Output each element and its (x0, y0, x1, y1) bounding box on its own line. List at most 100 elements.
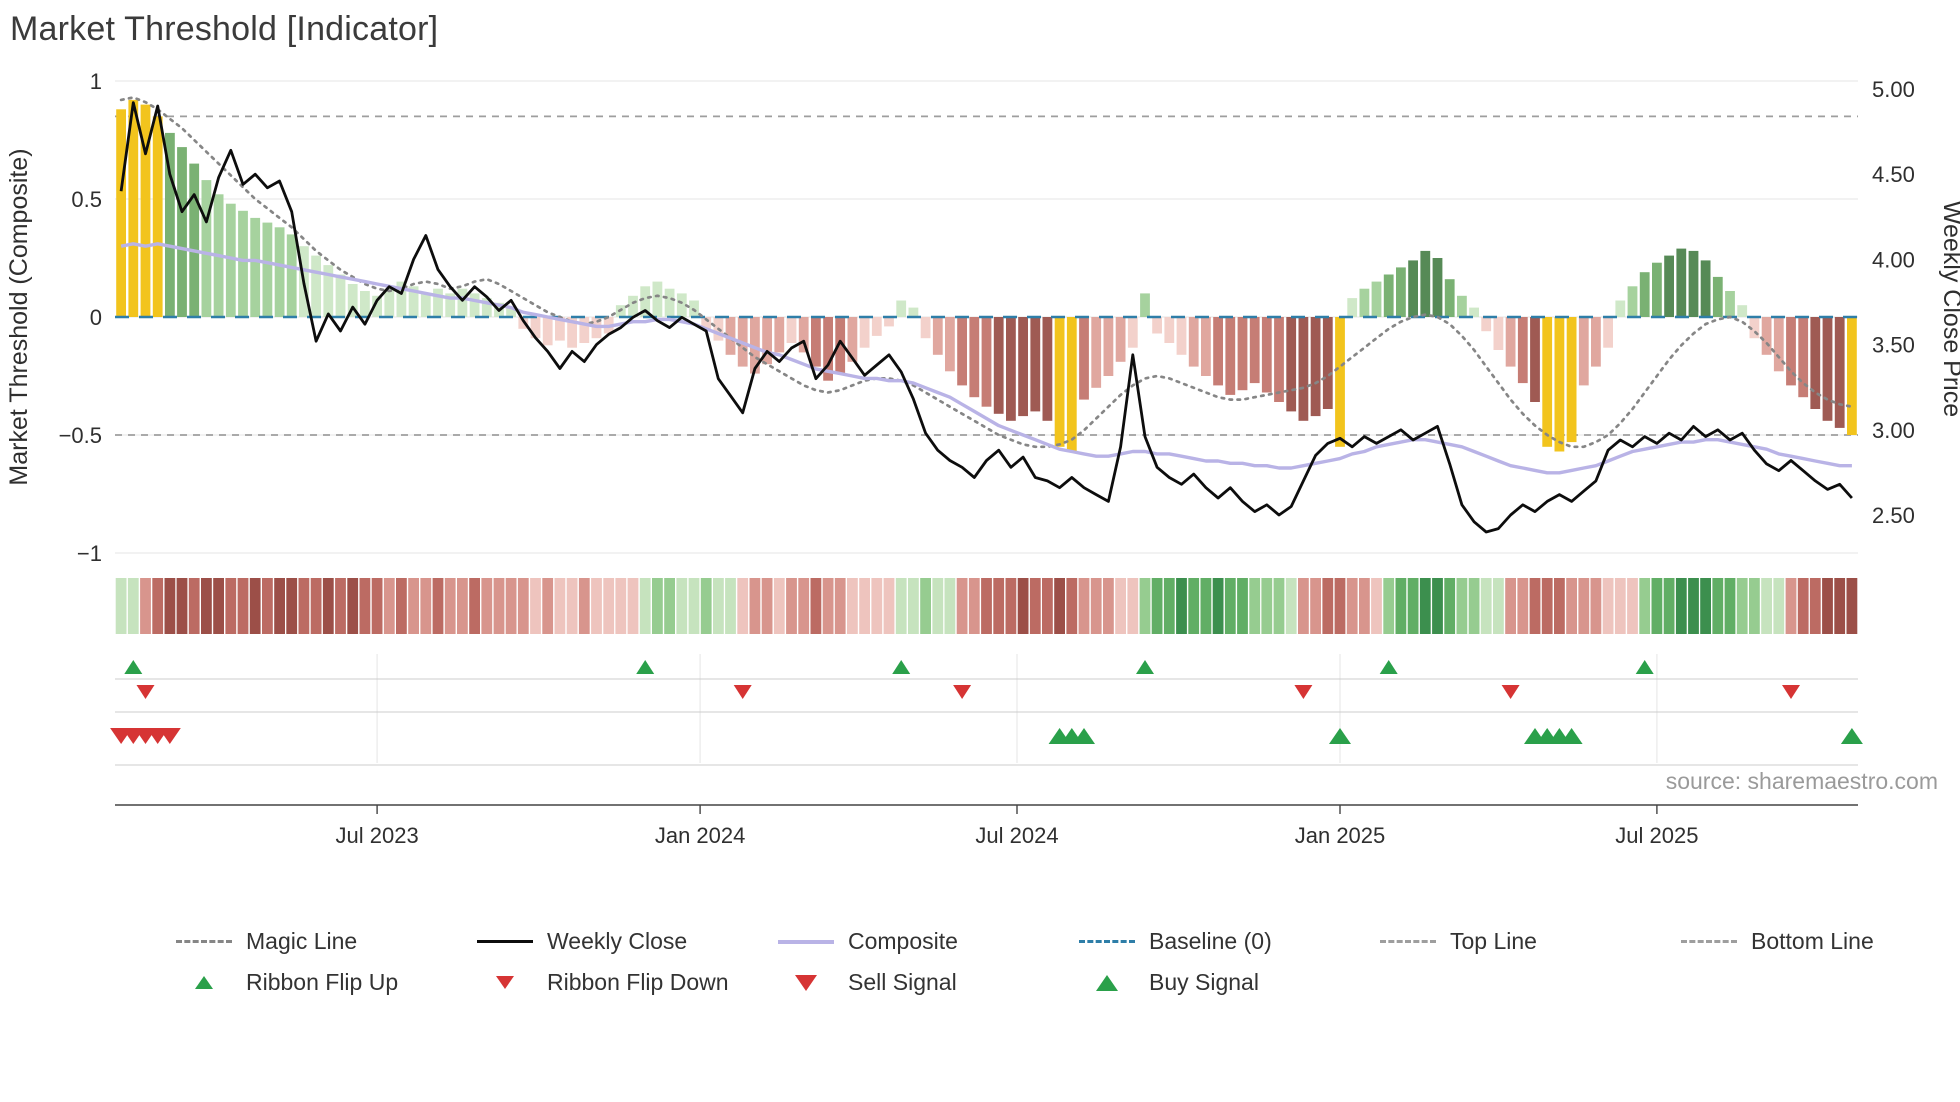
histogram-bar (750, 317, 760, 374)
heatmap-cell (1371, 578, 1382, 634)
histogram-bar (360, 291, 370, 317)
heatmap-cell (1590, 578, 1602, 634)
heatmap-cell (1407, 578, 1419, 634)
marker-panel-gridlines (376, 654, 1658, 763)
histogram-bar (1322, 317, 1333, 409)
heatmap-cell (335, 578, 346, 634)
ribbon-flip-down-marker (1501, 685, 1520, 699)
heatmap-cell (847, 578, 858, 634)
heatmap-cell (615, 578, 627, 634)
heatmap-cell (1797, 578, 1809, 634)
legend: Magic Line Weekly Close Composite Baseli… (176, 928, 1960, 996)
composite-line (120, 242, 1852, 475)
histogram-bar (786, 317, 797, 343)
heatmap-cell (895, 578, 907, 634)
legend-label-magic-line: Magic Line (246, 928, 358, 954)
heatmap-cell (786, 578, 797, 634)
histogram-bar (774, 317, 785, 353)
histogram-bar (1359, 288, 1370, 317)
heatmap-cell (871, 578, 883, 634)
heatmap-cell (396, 578, 407, 634)
buy-signal-icon (1096, 974, 1118, 991)
histogram-bar (433, 288, 443, 317)
histogram-bar (506, 307, 516, 317)
legend-item-ribbon-flip-down: Ribbon Flip Down (477, 969, 778, 996)
heatmap-cell (1627, 578, 1638, 634)
legend-label-bottom-line: Bottom Line (1751, 928, 1874, 954)
heatmap-cell (1103, 578, 1114, 634)
histogram-bar (1127, 317, 1138, 348)
histogram-bar (238, 210, 248, 317)
heatmap-cell (1005, 578, 1017, 634)
histogram-bar (957, 317, 967, 386)
legend-label-ribbon-flip-up: Ribbon Flip Up (246, 969, 399, 995)
buy-signal-icon-slot (1079, 974, 1135, 991)
heatmap-cell (1188, 578, 1200, 634)
heatmap-cell (1090, 578, 1102, 634)
composite-swatch-slot (778, 939, 834, 944)
heatmap-cell (1163, 578, 1175, 634)
heatmap-cell (420, 578, 432, 634)
composite-swatch (778, 939, 834, 944)
heatmap-cell (773, 578, 785, 634)
heatmap-cell (1151, 578, 1163, 634)
heatmap-cell (1480, 578, 1492, 634)
heatmap-cell (530, 578, 541, 634)
heatmap-cell (310, 578, 322, 634)
heatmap-cell (1846, 578, 1858, 634)
histogram-bar (1310, 317, 1321, 417)
histogram-bar (1712, 276, 1723, 317)
heatmap-cell (1529, 578, 1541, 634)
histogram-bar (1042, 317, 1053, 421)
heatmap-cell (920, 578, 931, 634)
heatmap-cell (127, 578, 139, 634)
histogram-bar (1115, 317, 1126, 362)
histogram-bar (1054, 317, 1065, 447)
heatmap-cell (688, 578, 700, 634)
histogram-bar (701, 317, 712, 329)
heatmap-cell (1261, 578, 1273, 634)
left-axis-ticks: 1 0.5 0 −0.5 −1 (59, 69, 102, 566)
ribbon-flip-up-marker (636, 660, 655, 674)
heatmap-cell (652, 578, 663, 634)
histogram-bar (1469, 307, 1479, 317)
heatmap-cell (1322, 578, 1334, 634)
buy-signal-marker (1840, 728, 1863, 744)
right-axis-ticks: 5.00 4.50 4.00 3.50 3.00 2.50 (1872, 77, 1915, 528)
heatmap-cell (1566, 578, 1577, 634)
histogram-bar (542, 317, 553, 346)
ribbon-flip-up-icon-slot (176, 976, 232, 989)
histogram-bar (798, 317, 809, 353)
histogram-bar (847, 317, 858, 362)
histogram-bar (1542, 317, 1553, 447)
heatmap-cell (1212, 578, 1224, 634)
histogram-bar (140, 104, 151, 317)
heatmap-cell (1809, 578, 1821, 634)
buy-signal-marker (1329, 728, 1351, 744)
histogram-bar (1517, 317, 1528, 384)
histogram-bar (664, 288, 675, 317)
heatmap-cell (908, 578, 919, 634)
ribbon-flip-up-marker (124, 660, 143, 674)
heatmap-cell (1346, 578, 1358, 634)
heatmap-cell (1249, 578, 1261, 634)
heatmap-cell (554, 578, 566, 634)
heatmap-cell (639, 578, 651, 634)
histogram-bar (1152, 317, 1162, 334)
histogram-bar (372, 295, 382, 317)
ribbon-flip-down-marker (733, 685, 752, 699)
bottom-line-swatch (1681, 940, 1737, 943)
heatmap-cell (1285, 578, 1297, 634)
histogram-bar (165, 132, 175, 317)
svg-text:4.00: 4.00 (1872, 247, 1915, 272)
source-text: source: sharemaestro.com (1666, 768, 1938, 794)
heatmap-cell (1651, 578, 1663, 634)
legend-label-buy-signal: Buy Signal (1149, 969, 1259, 995)
heatmap-cell (469, 578, 480, 634)
histogram-bar (1847, 317, 1857, 435)
histogram-bar (225, 203, 236, 317)
heatmap-cell (237, 578, 249, 634)
histogram-bar (335, 274, 346, 317)
heatmap-cell (383, 578, 395, 634)
baseline-swatch (1079, 940, 1135, 943)
